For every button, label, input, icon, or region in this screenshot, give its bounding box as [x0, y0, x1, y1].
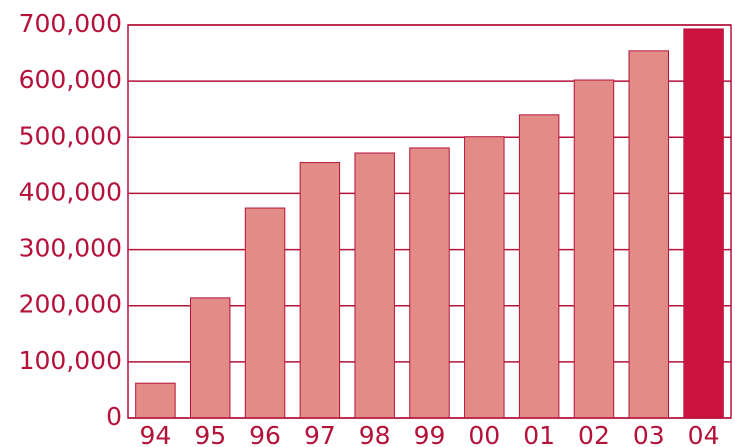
y-tick-label: 600,000	[19, 65, 122, 94]
y-tick-label: 100,000	[19, 346, 122, 375]
bar	[683, 28, 724, 419]
x-tick-label: 01	[523, 421, 555, 447]
bar	[464, 136, 505, 419]
y-tick-label: 300,000	[19, 234, 122, 263]
y-tick-label: 700,000	[19, 9, 122, 38]
x-tick-label: 95	[194, 421, 226, 447]
bar	[244, 207, 286, 419]
x-tick-label: 96	[249, 421, 281, 447]
x-tick-label: 03	[633, 421, 665, 447]
x-tick-label: 98	[359, 421, 391, 447]
y-tick-label: 0	[106, 402, 122, 431]
y-tick-label: 400,000	[19, 177, 122, 206]
bar	[518, 114, 560, 419]
bar	[573, 79, 615, 419]
bar	[299, 162, 341, 419]
plot-border	[127, 24, 732, 419]
x-tick-label: 02	[578, 421, 610, 447]
x-tick-label: 04	[688, 421, 720, 447]
x-tick-label: 99	[414, 421, 446, 447]
x-tick-label: 00	[468, 421, 500, 447]
y-tick-label: 500,000	[19, 121, 122, 150]
bar	[189, 297, 231, 419]
bar	[409, 147, 450, 419]
bar	[628, 50, 670, 419]
bar	[354, 152, 395, 419]
y-tick-label: 200,000	[19, 290, 122, 319]
x-tick-label: 94	[140, 421, 172, 447]
bar	[135, 382, 176, 419]
x-tick-label: 97	[304, 421, 336, 447]
